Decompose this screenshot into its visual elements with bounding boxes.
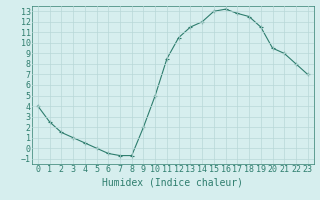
X-axis label: Humidex (Indice chaleur): Humidex (Indice chaleur) — [102, 177, 243, 187]
